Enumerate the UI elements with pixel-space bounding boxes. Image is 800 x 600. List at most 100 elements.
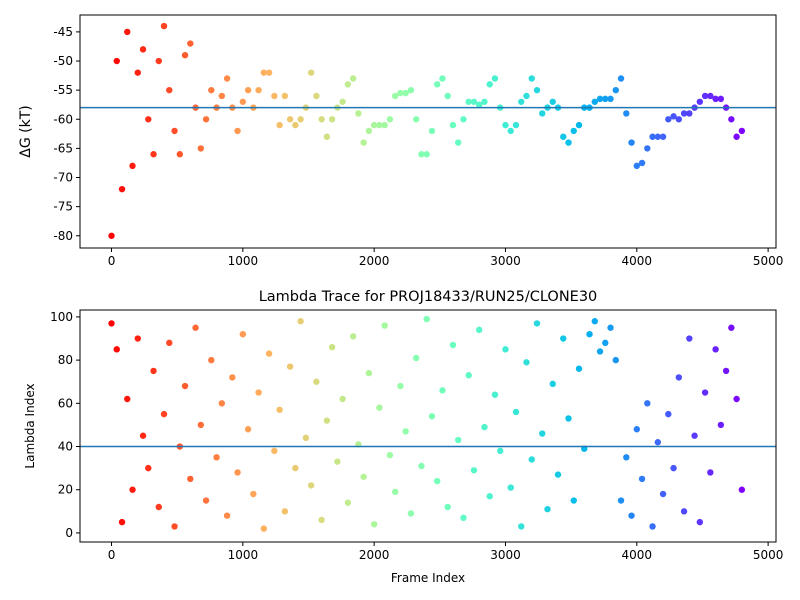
point [302, 434, 310, 442]
point [160, 410, 168, 418]
point [255, 86, 262, 94]
point [707, 92, 714, 100]
y-tick-label: 20 [58, 483, 73, 497]
point [502, 121, 509, 129]
point [649, 133, 656, 140]
point [733, 395, 740, 403]
point [596, 348, 604, 355]
point [665, 116, 672, 123]
point [328, 343, 336, 351]
point [623, 110, 630, 117]
point [670, 464, 677, 472]
y-tick-label: -65 [53, 141, 73, 155]
point [118, 518, 126, 526]
point [539, 430, 546, 437]
point [412, 354, 420, 362]
point [181, 51, 189, 59]
point [476, 101, 483, 108]
point [250, 490, 257, 498]
point [313, 378, 320, 385]
point [481, 423, 488, 431]
point [244, 86, 252, 94]
y-tick-label: 40 [58, 440, 73, 454]
point [607, 95, 614, 103]
y-tick-label: -45 [53, 25, 73, 39]
y-tick-label: 80 [58, 353, 73, 367]
point [717, 95, 725, 103]
x-tick-label: 4000 [622, 548, 653, 562]
point [465, 372, 472, 379]
point [423, 315, 430, 323]
point [502, 346, 509, 353]
point [449, 341, 457, 349]
point [176, 151, 184, 158]
point [286, 363, 294, 370]
point [565, 139, 572, 146]
point [649, 523, 656, 530]
point [628, 139, 635, 146]
point [523, 359, 530, 366]
y-tick-label: -50 [53, 54, 73, 68]
point [686, 335, 693, 342]
point [523, 92, 530, 100]
point [166, 339, 173, 347]
point [633, 162, 640, 170]
point [623, 454, 630, 461]
x-tick-label: 4000 [622, 254, 653, 268]
point [518, 98, 525, 105]
point [318, 516, 325, 524]
point [549, 98, 556, 105]
point [218, 400, 226, 407]
point [591, 318, 598, 325]
point [213, 454, 220, 461]
y-axis-label: Lambda Index [23, 383, 37, 468]
point [612, 86, 619, 94]
point [612, 356, 619, 364]
point [113, 346, 120, 353]
point [160, 22, 168, 30]
point [260, 69, 268, 76]
point [512, 408, 520, 416]
point [712, 346, 719, 353]
y-tick-label: -75 [53, 200, 73, 214]
point [570, 497, 577, 504]
x-tick-label: 3000 [490, 548, 521, 562]
point [470, 98, 478, 105]
point [155, 57, 162, 65]
point [376, 404, 383, 411]
point [349, 75, 357, 82]
point [549, 380, 556, 388]
point [381, 121, 388, 129]
point [738, 486, 746, 493]
point [118, 185, 126, 193]
x-tick-label: 1000 [228, 254, 259, 268]
point [680, 508, 688, 515]
point [155, 503, 162, 511]
point [738, 127, 746, 135]
point [276, 406, 283, 413]
point [507, 127, 514, 135]
point [234, 469, 241, 476]
point [381, 322, 388, 329]
point [113, 57, 120, 65]
x-tick-label: 0 [108, 254, 116, 268]
point [365, 369, 373, 377]
point [670, 113, 677, 120]
point [638, 475, 646, 483]
point [617, 497, 625, 504]
point [255, 389, 262, 396]
point [171, 523, 178, 530]
point [265, 350, 273, 357]
point [659, 490, 667, 498]
x-tick-label: 5000 [753, 254, 784, 268]
point [197, 421, 205, 429]
x-tick-label: 2000 [359, 548, 390, 562]
point [223, 512, 231, 519]
point [554, 471, 562, 478]
point [644, 145, 651, 152]
point [145, 464, 152, 472]
point [654, 439, 662, 446]
point [433, 477, 441, 485]
point [617, 75, 625, 82]
point [187, 475, 194, 483]
